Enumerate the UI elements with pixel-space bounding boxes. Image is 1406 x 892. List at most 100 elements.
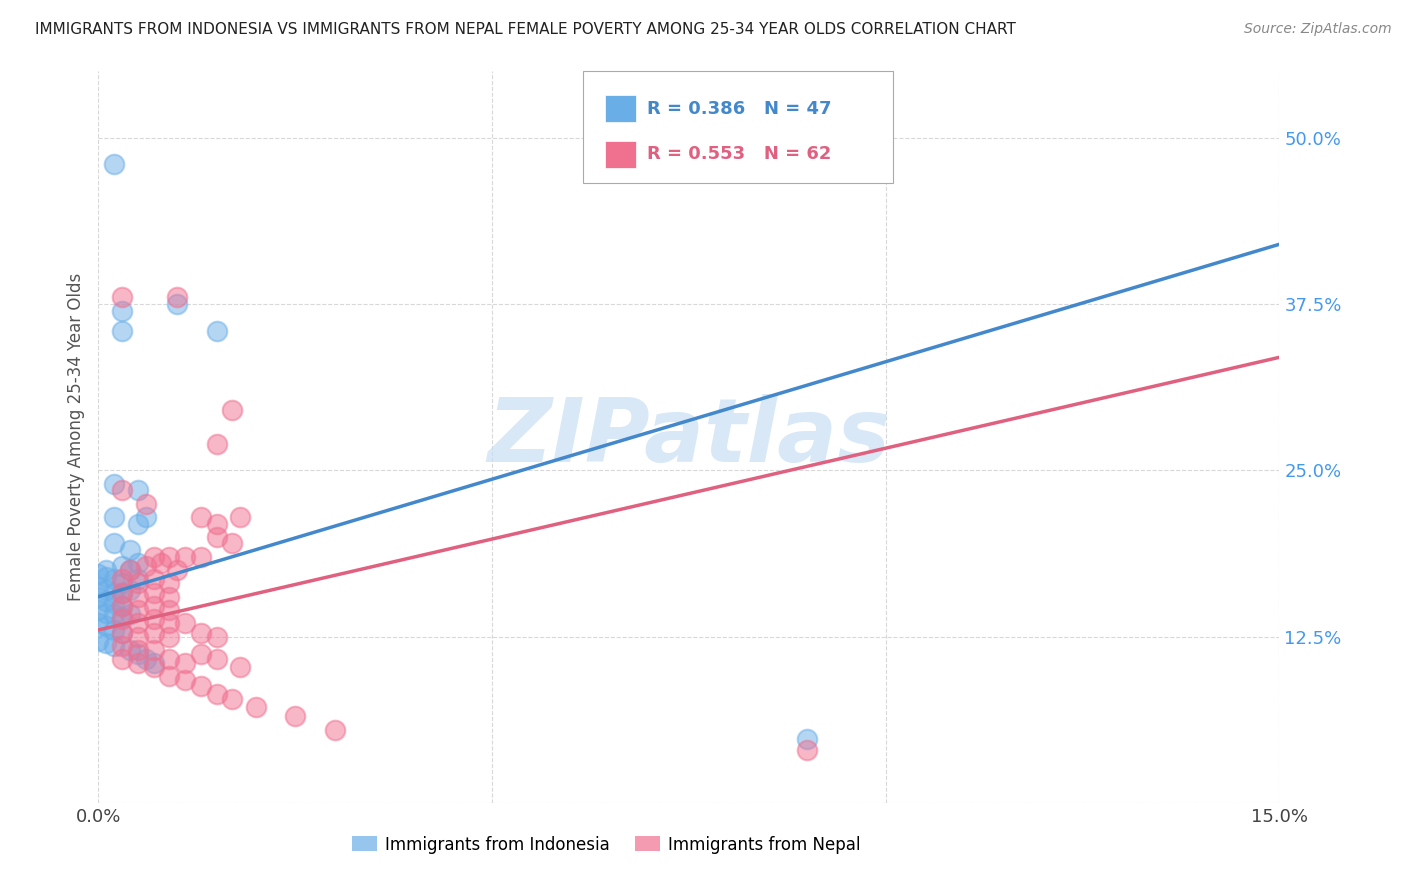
Point	[190, 625, 212, 640]
Text: ZIPatlas: ZIPatlas	[488, 393, 890, 481]
Point	[111, 612, 134, 626]
Text: R = 0.386   N = 47: R = 0.386 N = 47	[647, 100, 831, 118]
Point	[323, 723, 346, 737]
Point	[111, 303, 134, 318]
Point	[111, 625, 134, 640]
Point	[142, 612, 165, 626]
Point	[118, 607, 141, 621]
Point	[142, 656, 165, 670]
Point	[87, 567, 110, 582]
Point	[229, 509, 252, 524]
Point	[190, 509, 212, 524]
Point	[157, 616, 180, 631]
Point	[174, 673, 197, 688]
Point	[87, 603, 110, 617]
Point	[157, 549, 180, 564]
Point	[796, 731, 818, 746]
Point	[135, 652, 157, 666]
Y-axis label: Female Poverty Among 25-34 Year Olds: Female Poverty Among 25-34 Year Olds	[66, 273, 84, 601]
Text: Source: ZipAtlas.com: Source: ZipAtlas.com	[1244, 22, 1392, 37]
Point	[111, 483, 134, 498]
Point	[87, 616, 110, 631]
Point	[142, 643, 165, 657]
Point	[103, 536, 125, 550]
Point	[96, 606, 118, 620]
Point	[87, 633, 110, 648]
Point	[103, 476, 125, 491]
Point	[111, 652, 134, 666]
Point	[190, 679, 212, 693]
Point	[205, 324, 228, 338]
Point	[87, 590, 110, 604]
Point	[190, 549, 212, 564]
Point	[142, 660, 165, 674]
Point	[103, 509, 125, 524]
Point	[96, 619, 118, 633]
Point	[103, 607, 125, 621]
Point	[103, 596, 125, 610]
Point	[127, 590, 149, 604]
Point	[157, 603, 180, 617]
Point	[96, 593, 118, 607]
Point	[96, 563, 118, 577]
Point	[96, 582, 118, 597]
Point	[150, 557, 173, 571]
Point	[190, 647, 212, 661]
Point	[111, 599, 134, 613]
Point	[127, 573, 149, 587]
Point	[127, 647, 149, 661]
Point	[103, 573, 125, 587]
Point	[205, 652, 228, 666]
Point	[111, 625, 134, 640]
Point	[87, 580, 110, 594]
Point	[111, 585, 134, 599]
Point	[96, 570, 118, 584]
Point	[111, 324, 134, 338]
Point	[111, 585, 134, 599]
Point	[142, 625, 165, 640]
Point	[111, 290, 134, 304]
Point	[157, 576, 180, 591]
Point	[111, 576, 134, 591]
Point	[284, 709, 307, 723]
Point	[111, 639, 134, 653]
Point	[157, 590, 180, 604]
Point	[111, 573, 134, 587]
Point	[221, 403, 243, 417]
Point	[96, 636, 118, 650]
Point	[221, 536, 243, 550]
Point	[166, 297, 188, 311]
Point	[157, 630, 180, 644]
Point	[118, 563, 141, 577]
Point	[245, 700, 267, 714]
Text: IMMIGRANTS FROM INDONESIA VS IMMIGRANTS FROM NEPAL FEMALE POVERTY AMONG 25-34 YE: IMMIGRANTS FROM INDONESIA VS IMMIGRANTS …	[35, 22, 1017, 37]
Point	[174, 656, 197, 670]
Point	[127, 603, 149, 617]
Point	[205, 530, 228, 544]
Point	[142, 573, 165, 587]
Point	[127, 643, 149, 657]
Point	[205, 687, 228, 701]
Point	[127, 576, 149, 591]
Point	[142, 599, 165, 613]
Point	[205, 630, 228, 644]
Point	[127, 516, 149, 531]
Point	[205, 436, 228, 450]
Point	[221, 692, 243, 706]
Point	[166, 563, 188, 577]
Legend: Immigrants from Indonesia, Immigrants from Nepal: Immigrants from Indonesia, Immigrants fr…	[344, 829, 868, 860]
Point	[103, 623, 125, 637]
Point	[127, 557, 149, 571]
Point	[103, 585, 125, 599]
Point	[111, 609, 134, 624]
Text: R = 0.553   N = 62: R = 0.553 N = 62	[647, 145, 831, 163]
Point	[229, 660, 252, 674]
Point	[166, 290, 188, 304]
Point	[796, 742, 818, 756]
Point	[135, 559, 157, 574]
Point	[127, 483, 149, 498]
Point	[118, 643, 141, 657]
Point	[118, 563, 141, 577]
Point	[118, 582, 141, 597]
Point	[205, 516, 228, 531]
